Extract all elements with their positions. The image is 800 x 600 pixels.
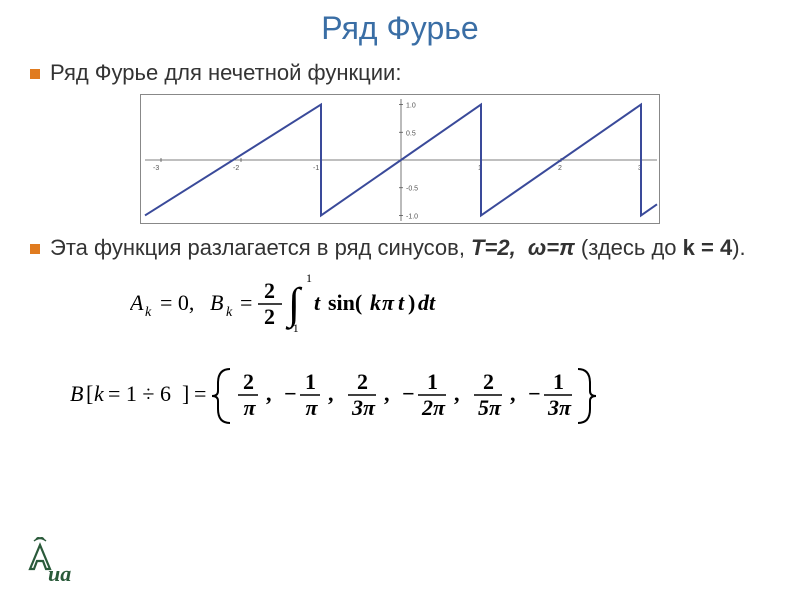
svg-text:sin(: sin( — [328, 290, 362, 315]
svg-text:1: 1 — [553, 369, 564, 394]
svg-text:2: 2 — [357, 369, 368, 394]
svg-text:-0.5: -0.5 — [406, 185, 418, 192]
bullet-1-text: Ряд Фурье для нечетной функции: — [50, 59, 401, 88]
formula2-svg: B[k= 1 ÷ 6]=2π,−1π,23π,−12π,25π,−13π — [70, 361, 770, 431]
svg-text:2π: 2π — [421, 395, 446, 420]
svg-text:[: [ — [86, 381, 93, 406]
svg-text:π: π — [306, 395, 319, 420]
svg-text:k: k — [145, 305, 152, 320]
svg-text:k: k — [94, 381, 105, 406]
bullet-icon — [30, 69, 40, 79]
svg-text:,: , — [328, 381, 334, 406]
svg-text:B: B — [70, 381, 83, 406]
formula-B-values: B[k= 1 ÷ 6]=2π,−1π,23π,−12π,25π,−13π — [70, 361, 770, 436]
svg-text:2: 2 — [558, 165, 562, 172]
svg-text:3π: 3π — [547, 395, 572, 420]
svg-text:5π: 5π — [478, 395, 502, 420]
svg-text:-1.0: -1.0 — [406, 213, 418, 220]
svg-text:-2: -2 — [233, 165, 239, 172]
svg-text:,: , — [384, 381, 390, 406]
svg-text:−: − — [284, 381, 297, 406]
svg-text:π: π — [244, 395, 257, 420]
svg-text:-3: -3 — [153, 165, 159, 172]
bullet-icon — [30, 244, 40, 254]
formula1-svg: Ak= 0,Bk=22∫1−1tsin(kπt)dt — [130, 268, 560, 338]
svg-text:,: , — [510, 381, 516, 406]
svg-text:2: 2 — [264, 304, 275, 329]
chart-svg: -3-2-1123-1.0-0.50.51.0 — [140, 94, 660, 224]
svg-text:1: 1 — [427, 369, 438, 394]
svg-text:2: 2 — [243, 369, 254, 394]
bullet-2-text: Эта функция разлагается в ряд синусов, T… — [50, 234, 746, 263]
logo-svg: иа — [28, 537, 88, 583]
slide-title: Ряд Фурье — [30, 10, 770, 47]
svg-text:dt: dt — [418, 290, 436, 315]
logo: иа — [28, 537, 88, 588]
svg-text:t: t — [314, 290, 321, 315]
svg-text:2: 2 — [264, 278, 275, 303]
svg-text:=: = — [240, 290, 252, 315]
svg-text:−: − — [528, 381, 541, 406]
svg-text:t: t — [398, 290, 405, 315]
svg-text:0.5: 0.5 — [406, 130, 416, 137]
svg-text:2: 2 — [483, 369, 494, 394]
svg-text:,: , — [454, 381, 460, 406]
svg-text:1: 1 — [305, 369, 316, 394]
svg-text:B: B — [210, 290, 223, 315]
slide: Ряд Фурье Ряд Фурье для нечетной функции… — [0, 0, 800, 600]
svg-text:1: 1 — [306, 271, 312, 285]
svg-text:k: k — [226, 305, 233, 320]
svg-text:=: = — [194, 381, 206, 406]
svg-text:): ) — [408, 290, 415, 315]
svg-text:k: k — [370, 290, 381, 315]
svg-text:= 1 ÷ 6: = 1 ÷ 6 — [108, 381, 171, 406]
bullet-2: Эта функция разлагается в ряд синусов, T… — [30, 234, 770, 263]
svg-text:,: , — [266, 381, 272, 406]
svg-text:−: − — [402, 381, 415, 406]
svg-text:1.0: 1.0 — [406, 102, 416, 109]
bullet-1: Ряд Фурье для нечетной функции: — [30, 59, 770, 88]
svg-text:-1: -1 — [313, 165, 319, 172]
svg-text:3π: 3π — [351, 395, 376, 420]
sawtooth-chart: -3-2-1123-1.0-0.50.51.0 — [30, 94, 770, 224]
formula-Ak-Bk: Ak= 0,Bk=22∫1−1tsin(kπt)dt — [130, 268, 770, 343]
svg-text:−1: −1 — [286, 321, 299, 335]
svg-text:]: ] — [182, 381, 189, 406]
svg-text:π: π — [382, 290, 395, 315]
svg-text:иа: иа — [48, 561, 71, 583]
svg-text:= 0,: = 0, — [160, 290, 194, 315]
svg-text:A: A — [130, 290, 144, 315]
